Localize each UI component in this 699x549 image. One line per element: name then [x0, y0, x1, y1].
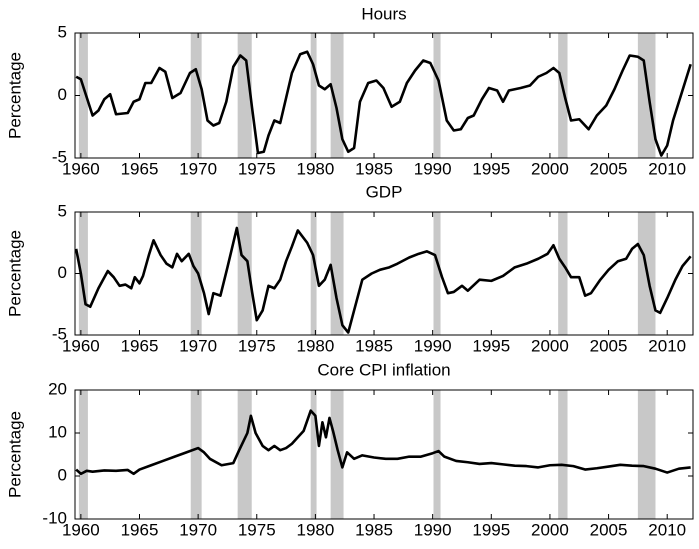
y-axis-label: Percentage — [5, 230, 24, 317]
x-tick-label: 1975 — [238, 520, 276, 539]
x-tick-label: 1980 — [296, 159, 334, 178]
recession-band — [310, 33, 317, 158]
panel-title: Core CPI inflation — [317, 360, 450, 379]
x-tick-label: 1970 — [179, 159, 217, 178]
recession-band — [330, 390, 344, 519]
x-tick-label: 2005 — [590, 336, 628, 355]
recession-band — [310, 390, 317, 519]
x-tick-label: 1980 — [296, 336, 334, 355]
recession-band — [637, 390, 656, 519]
recession-band — [558, 33, 568, 158]
x-tick-label: 1990 — [414, 520, 452, 539]
x-tick-label: 1980 — [296, 520, 334, 539]
y-axis-label: Percentage — [5, 411, 24, 498]
recession-band — [330, 212, 344, 335]
recession-band — [637, 33, 656, 158]
y-tick-label: -5 — [52, 324, 67, 343]
x-tick-label: 1960 — [62, 336, 100, 355]
x-tick-label: 1990 — [414, 159, 452, 178]
x-tick-label: 1985 — [355, 159, 393, 178]
x-tick-label: 1970 — [179, 520, 217, 539]
x-tick-label: 2005 — [590, 520, 628, 539]
x-tick-label: 1995 — [472, 159, 510, 178]
panel-title: Hours — [361, 4, 406, 23]
y-tick-label: -5 — [52, 147, 67, 166]
x-tick-label: 2000 — [531, 520, 569, 539]
x-tick-label: 1975 — [238, 336, 276, 355]
x-tick-label: 2000 — [531, 336, 569, 355]
x-tick-label: 1960 — [62, 159, 100, 178]
x-tick-label: 1995 — [472, 336, 510, 355]
recession-band — [78, 33, 88, 158]
recession-band — [78, 390, 88, 519]
panel-title: GDP — [366, 182, 403, 201]
recession-band — [310, 212, 317, 335]
y-tick-label: 10 — [48, 422, 67, 441]
y-tick-label: 0 — [58, 465, 67, 484]
x-tick-label: 1985 — [355, 336, 393, 355]
recession-band — [237, 33, 252, 158]
recession-band — [558, 212, 568, 335]
x-tick-label: 2010 — [648, 336, 686, 355]
x-tick-label: 2000 — [531, 159, 569, 178]
x-tick-label: 2010 — [648, 520, 686, 539]
y-tick-label: 5 — [58, 201, 67, 220]
plot-frame — [74, 389, 694, 520]
recession-band — [190, 212, 202, 335]
x-tick-label: 1970 — [179, 336, 217, 355]
plot-frame — [74, 211, 694, 336]
x-tick-label: 1985 — [355, 520, 393, 539]
recession-band — [237, 212, 252, 335]
x-tick-label: 1960 — [62, 520, 100, 539]
y-axis-label: Percentage — [5, 52, 24, 139]
y-tick-label: 0 — [58, 85, 67, 104]
recession-band — [433, 212, 441, 335]
x-tick-label: 2010 — [648, 159, 686, 178]
recession-band — [190, 390, 202, 519]
x-tick-label: 1990 — [414, 336, 452, 355]
recession-band — [558, 390, 568, 519]
recession-band — [237, 390, 252, 519]
data-line — [75, 409, 691, 476]
data-line — [74, 226, 692, 334]
x-tick-label: 1965 — [121, 336, 159, 355]
x-tick-label: 2005 — [590, 159, 628, 178]
y-tick-label: 20 — [48, 379, 67, 398]
plot-frame — [74, 32, 694, 159]
x-tick-label: 1965 — [121, 520, 159, 539]
recession-band — [433, 390, 441, 519]
x-tick-label: 1975 — [238, 159, 276, 178]
x-tick-label: 1995 — [472, 520, 510, 539]
y-tick-label: -10 — [42, 508, 67, 527]
recession-band — [433, 33, 441, 158]
y-tick-label: 0 — [58, 263, 67, 282]
x-tick-label: 1965 — [121, 159, 159, 178]
data-line — [75, 50, 692, 157]
y-tick-label: 5 — [58, 22, 67, 41]
recession-band — [78, 212, 88, 335]
recession-band — [190, 33, 202, 158]
